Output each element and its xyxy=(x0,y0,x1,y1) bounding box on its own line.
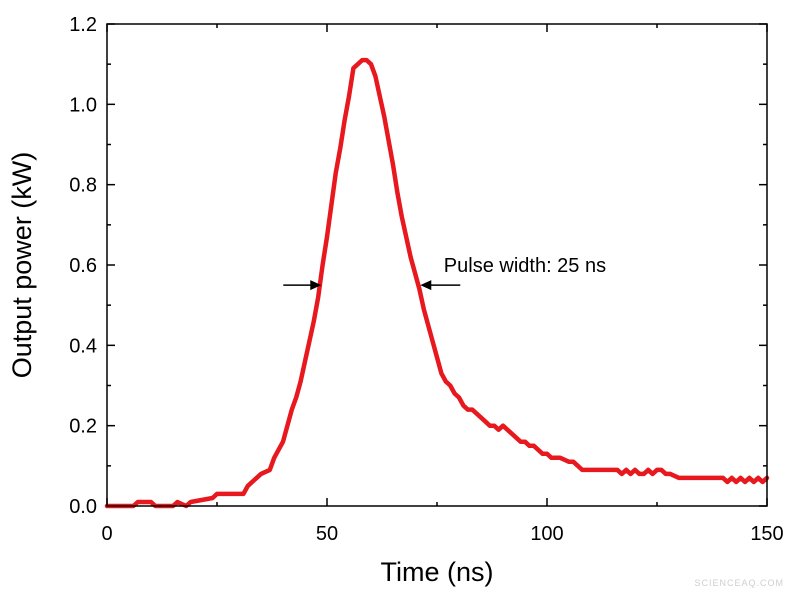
y-tick-label: 0.4 xyxy=(69,335,97,357)
y-tick-label: 0.8 xyxy=(69,175,97,197)
labels-layer: 0 50 100 150 0.0 0.2 0.4 0.6 0.8 1.0 1.2 xyxy=(69,14,784,545)
watermark: SCIENCEAQ.COM xyxy=(694,578,784,588)
y-tick-label: 0.0 xyxy=(69,496,97,518)
series-line-output-power xyxy=(104,57,770,509)
x-tick-label: 50 xyxy=(316,523,338,545)
x-axis-title: Time (ns) xyxy=(381,557,494,587)
y-tick-label: 1.0 xyxy=(69,94,97,116)
y-tick-label: 1.2 xyxy=(69,14,97,36)
y-tick-label: 0.2 xyxy=(69,416,97,438)
y-axis-title: Output power (kW) xyxy=(7,152,37,379)
x-tick-label: 0 xyxy=(101,523,112,545)
fwhm-right-arrowhead xyxy=(420,280,432,291)
plot-frame xyxy=(106,23,768,507)
fwhm-left-arrowhead xyxy=(310,280,322,291)
ticks-layer xyxy=(106,23,768,507)
pulse-width-annotation: Pulse width: 25 ns xyxy=(444,255,606,277)
annotation-layer: Pulse width: 25 ns xyxy=(283,255,606,291)
y-tick-label: 0.6 xyxy=(69,255,97,277)
x-tick-label: 150 xyxy=(750,523,783,545)
x-tick-label: 100 xyxy=(530,523,563,545)
